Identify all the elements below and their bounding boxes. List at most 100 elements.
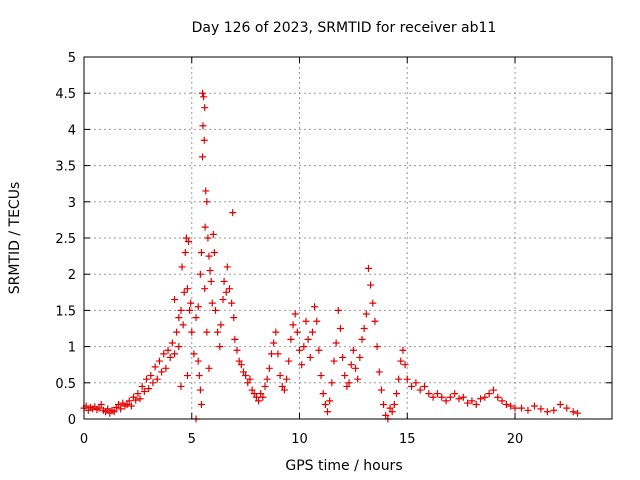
y-tick-label: 1.5 xyxy=(55,304,76,319)
data-point xyxy=(341,372,349,380)
data-point xyxy=(194,303,202,311)
data-point xyxy=(336,325,344,332)
data-point xyxy=(446,393,454,401)
chart-title: Day 126 of 2023, SRMTID for receiver ab1… xyxy=(192,20,497,36)
data-point xyxy=(203,198,211,206)
data-point xyxy=(134,390,142,398)
data-point xyxy=(421,382,429,390)
data-point xyxy=(392,390,400,398)
x-tick-label: 5 xyxy=(188,432,196,447)
data-point xyxy=(197,401,205,409)
y-tick-label: 0.5 xyxy=(55,377,76,392)
data-point xyxy=(433,390,441,398)
data-point xyxy=(142,375,150,383)
data-point xyxy=(199,153,207,161)
data-point xyxy=(280,386,288,394)
data-point xyxy=(494,393,502,401)
data-point xyxy=(162,364,170,372)
data-point xyxy=(205,252,213,260)
data-point xyxy=(530,402,538,410)
data-point xyxy=(556,401,564,409)
data-point xyxy=(123,401,131,409)
data-point xyxy=(550,406,558,414)
y-axis-label: SRMTID / TECUs xyxy=(7,182,23,295)
data-point xyxy=(321,401,329,409)
data-point xyxy=(195,372,203,380)
data-point xyxy=(190,350,198,358)
data-point xyxy=(317,372,325,380)
data-point xyxy=(265,364,273,372)
data-point xyxy=(386,404,394,412)
data-point xyxy=(242,372,250,380)
data-point xyxy=(388,408,396,416)
data-point xyxy=(278,382,286,390)
data-point xyxy=(291,310,299,318)
data-point xyxy=(304,335,312,343)
data-point xyxy=(347,361,355,369)
data-point xyxy=(183,372,191,380)
data-point xyxy=(524,406,532,414)
data-point xyxy=(199,122,207,130)
data-point xyxy=(332,339,340,347)
y-tick-label: 3.5 xyxy=(55,160,76,175)
data-point xyxy=(210,248,218,256)
data-point xyxy=(364,264,372,272)
data-point xyxy=(151,363,159,371)
data-point xyxy=(356,353,364,361)
points-layer xyxy=(80,89,582,423)
data-point xyxy=(324,408,332,416)
data-point xyxy=(330,357,338,365)
data-point xyxy=(395,375,403,383)
data-point xyxy=(179,321,187,329)
data-point xyxy=(537,405,545,413)
data-point xyxy=(429,393,437,401)
data-point xyxy=(171,296,179,304)
data-point xyxy=(233,346,241,354)
data-point xyxy=(132,396,140,404)
y-tick-label: 2.5 xyxy=(55,232,76,247)
data-point xyxy=(259,393,267,401)
x-axis-label: GPS time / hours xyxy=(285,458,402,474)
data-point xyxy=(334,306,342,314)
data-point xyxy=(345,379,353,387)
data-point xyxy=(377,386,385,394)
data-point xyxy=(390,401,398,409)
data-point xyxy=(138,382,146,390)
data-point xyxy=(296,346,304,354)
data-point xyxy=(194,357,202,365)
data-point xyxy=(182,234,190,242)
data-point xyxy=(498,397,506,405)
y-tick-label: 5 xyxy=(68,51,76,66)
data-point xyxy=(181,248,189,256)
data-point xyxy=(175,314,183,322)
data-point xyxy=(166,353,174,361)
data-point xyxy=(358,335,366,343)
data-point xyxy=(164,346,172,354)
data-point xyxy=(464,399,472,407)
data-point xyxy=(319,390,327,398)
data-point xyxy=(248,386,256,394)
data-point xyxy=(246,375,254,383)
data-point xyxy=(127,402,135,410)
data-point xyxy=(95,404,103,412)
data-point xyxy=(219,296,227,304)
data-point xyxy=(177,382,185,390)
data-point xyxy=(472,401,480,409)
data-point xyxy=(185,238,193,246)
data-point xyxy=(306,353,314,361)
data-point xyxy=(187,299,195,307)
data-point xyxy=(380,401,388,409)
data-point xyxy=(140,387,148,395)
data-point xyxy=(272,328,280,336)
data-point xyxy=(287,335,295,343)
data-point xyxy=(229,209,237,217)
data-point xyxy=(315,346,323,354)
data-point xyxy=(298,361,306,369)
data-point xyxy=(97,401,105,409)
data-point xyxy=(270,339,278,347)
data-point xyxy=(171,350,179,358)
data-point xyxy=(235,357,243,365)
data-point xyxy=(455,395,463,403)
data-point xyxy=(438,393,446,401)
